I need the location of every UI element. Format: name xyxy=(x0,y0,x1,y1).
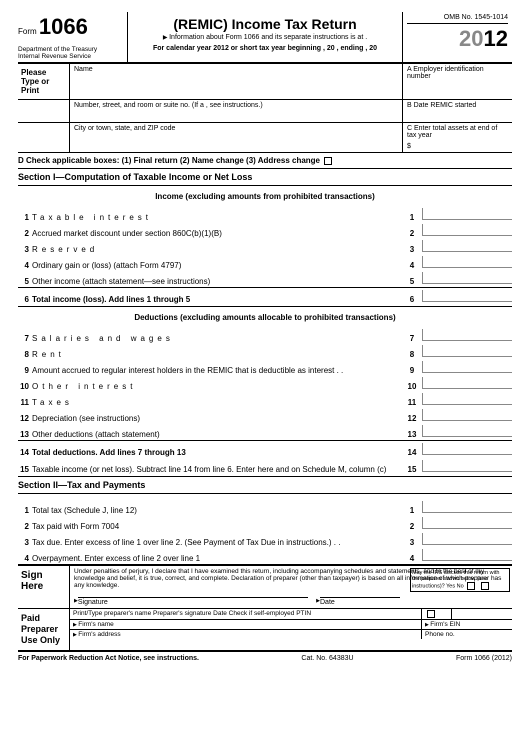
line-5: 5Other income (attach statement—see inst… xyxy=(18,271,512,287)
line-1: 1Taxable interest1 xyxy=(18,207,512,223)
line-4: 4Overpayment. Enter excess of line 2 ove… xyxy=(18,548,512,564)
checkbox-no[interactable] xyxy=(481,582,489,590)
line-4-amount[interactable] xyxy=(422,549,512,561)
line-9: 9Amount accrued to regular interest hold… xyxy=(18,360,512,376)
addr-row-3: City or town, state, and ZIP code C Ente… xyxy=(18,123,512,153)
line-13-amount[interactable] xyxy=(422,425,512,437)
addr-row-1: Please Type or Print Name A Employer ide… xyxy=(18,64,512,100)
form-title: (REMIC) Income Tax Return xyxy=(132,16,398,32)
line-2-amount[interactable] xyxy=(422,517,512,529)
sign-here-block: Sign Here Under penalties of perjury, I … xyxy=(18,564,512,609)
ein-field[interactable]: A Employer identification number xyxy=(402,64,512,99)
checkbox-final-return[interactable] xyxy=(324,157,332,165)
ptin-field[interactable] xyxy=(452,609,512,619)
section-1-header: Section I—Computation of Taxable Income … xyxy=(18,169,512,186)
addr-row-2: Number, street, and room or suite no. (I… xyxy=(18,100,512,123)
omb-number: OMB No. 1545-1014 xyxy=(407,14,508,24)
line-7-amount[interactable] xyxy=(422,329,512,341)
line-2: 2Tax paid with Form 70042 xyxy=(18,516,512,532)
line-15: 15 Taxable income (or net loss). Subtrac… xyxy=(18,459,512,477)
line-5-amount[interactable] xyxy=(422,272,512,284)
line-11: 11Taxes11 xyxy=(18,392,512,408)
line-4: 4Ordinary gain or (loss) (attach Form 47… xyxy=(18,255,512,271)
form-number: 1066 xyxy=(39,14,88,39)
line-3: 3Reserved3 xyxy=(18,239,512,255)
please-label: Please Type or Print xyxy=(18,64,70,99)
line-12-amount[interactable] xyxy=(422,409,512,421)
form-word: Form xyxy=(18,27,37,36)
d-checkboxes[interactable]: D Check applicable boxes: (1) Final retu… xyxy=(18,153,512,169)
firm-address-field[interactable]: Firm's address xyxy=(70,630,422,639)
line-10-amount[interactable] xyxy=(422,377,512,389)
line-1-amount[interactable] xyxy=(422,501,512,513)
street-field[interactable]: Number, street, and room or suite no. (I… xyxy=(70,100,402,122)
irs-discuss-box[interactable]: May the IRS discuss this return with the… xyxy=(410,568,510,592)
line-15-amount[interactable] xyxy=(422,460,512,472)
line-3-amount[interactable] xyxy=(422,240,512,252)
line-12: 12Depreciation (see instructions)12 xyxy=(18,408,512,424)
line-7: 7Salaries and wages7 xyxy=(18,328,512,344)
checkbox-yes[interactable] xyxy=(467,582,475,590)
sign-here-label: Sign Here xyxy=(18,566,70,608)
line-2: 2Accrued market discount under section 8… xyxy=(18,223,512,239)
paid-preparer-block: Paid Preparer Use Only Print/Type prepar… xyxy=(18,609,512,651)
date-field[interactable]: Date xyxy=(320,597,400,606)
income-subheader: Income (excluding amounts from prohibite… xyxy=(18,186,512,207)
line-8: 8Rent8 xyxy=(18,344,512,360)
paid-preparer-label: Paid Preparer Use Only xyxy=(18,609,70,649)
assets-field[interactable]: C Enter total assets at end of tax year … xyxy=(402,123,512,152)
line-11-amount[interactable] xyxy=(422,393,512,405)
form-subtitle: Information about Form 1066 and its sepa… xyxy=(132,34,398,41)
footer: For Paperwork Reduction Act Notice, see … xyxy=(18,652,512,662)
section-2-header: Section II—Tax and Payments xyxy=(18,477,512,494)
line-3: 3Tax due. Enter excess of line 1 over li… xyxy=(18,532,512,548)
calendar-line: For calendar year 2012 or short tax year… xyxy=(132,45,398,52)
firm-ein-field[interactable]: Firm's EIN xyxy=(422,620,512,629)
firm-name-field[interactable]: Firm's name xyxy=(70,620,422,629)
line-1: 1Total tax (Schedule J, line 12)1 xyxy=(18,500,512,516)
line-3-amount[interactable] xyxy=(422,533,512,545)
name-field[interactable]: Name xyxy=(70,64,402,86)
preparer-row-1[interactable]: Print/Type preparer's name Preparer's si… xyxy=(70,609,422,619)
line-13: 13Other deductions (attach statement)13 xyxy=(18,424,512,440)
dept: Department of the Treasury Internal Reve… xyxy=(18,46,123,60)
form-header: Form 1066 Department of the Treasury Int… xyxy=(18,12,512,64)
line-8-amount[interactable] xyxy=(422,345,512,357)
signature-field[interactable]: Signature xyxy=(78,597,308,606)
line-4-amount[interactable] xyxy=(422,256,512,268)
city-field[interactable]: City or town, state, and ZIP code xyxy=(70,123,402,145)
line-6-amount[interactable] xyxy=(422,290,512,302)
deductions-subheader: Deductions (excluding amounts allocable … xyxy=(18,307,512,328)
line-9-amount[interactable] xyxy=(422,361,512,373)
date-started-field[interactable]: B Date REMIC started xyxy=(402,100,512,122)
line-14-amount[interactable] xyxy=(422,443,512,455)
line-2-amount[interactable] xyxy=(422,224,512,236)
line-14-total: 14 Total deductions. Add lines 7 through… xyxy=(18,440,512,459)
tax-year: 2012 xyxy=(407,26,508,52)
line-10: 10Other interest10 xyxy=(18,376,512,392)
line-6-total: 6 Total income (loss). Add lines 1 throu… xyxy=(18,287,512,307)
checkbox-self-employed[interactable] xyxy=(427,610,435,618)
phone-field[interactable]: Phone no. xyxy=(422,630,512,639)
line-1-amount[interactable] xyxy=(422,208,512,220)
